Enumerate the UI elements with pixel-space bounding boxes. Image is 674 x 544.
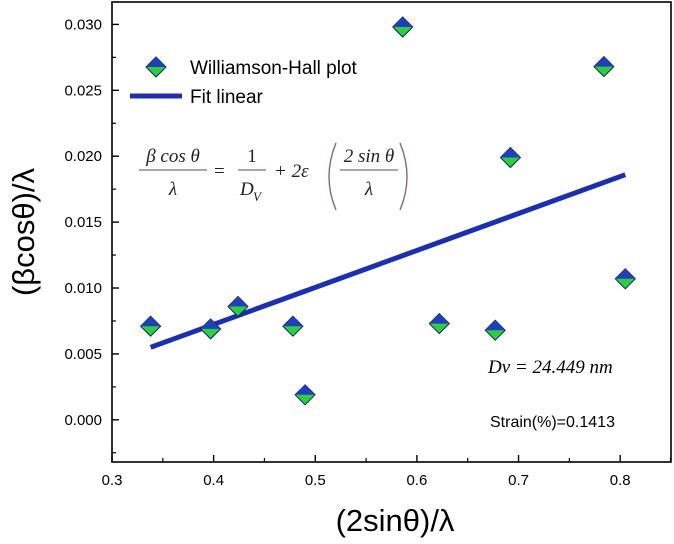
legend-marker-scatter [145,56,167,78]
data-point [484,319,506,341]
y-tick-label: 0.015 [64,214,102,231]
eq-frac3-bottom: λ [364,179,373,200]
legend-label-line: Fit linear [190,87,264,108]
x-axis: 0.3 0.4 0.5 0.6 0.7 0.8 [102,455,672,489]
y-tick-label: 0.020 [64,148,102,165]
eq-frac1-top: β cos θ [145,146,200,167]
y-tick-label: 0.010 [64,280,102,297]
x-axis-title: (2sinθ)/λ [336,503,455,538]
data-point [499,146,522,169]
eq-plus-epsilon: + 2ε [274,161,309,182]
y-tick-label: 0.000 [64,412,102,429]
wh-equation: β cos θ λ = 1 D V + 2ε 2 sin θ λ [139,142,408,211]
eq-frac3-top: 2 sin θ [344,146,395,167]
eq-right-paren [399,142,408,211]
data-point [391,16,414,38]
eq-frac2-bottom: D [239,179,254,200]
x-tick-label: 0.8 [610,472,631,489]
data-point [593,55,615,78]
data-point [227,295,249,318]
fit-line [149,172,627,350]
eq-frac1-bottom: λ [168,179,177,200]
data-point [139,315,162,337]
data-point [294,384,316,406]
scatter-points [139,16,637,406]
x-tick-label: 0.6 [406,472,427,489]
strain-annotation: Strain(%)=0.1413 [490,414,615,431]
y-tick-label: 0.030 [64,16,102,33]
data-point [282,315,304,337]
eq-equals: = [214,161,225,182]
x-tick-label: 0.5 [305,472,326,489]
y-axis-title: (βcosθ)/λ [6,167,41,296]
y-tick-label: 0.005 [64,346,102,363]
eq-left-paren [328,142,337,211]
y-tick-label: 0.025 [64,82,102,99]
y-axis: 0.000 0.005 0.010 0.015 0.020 0.025 0.030 [64,16,119,454]
eq-frac2-sub: V [253,189,263,204]
data-point [428,312,451,335]
data-point [614,268,637,290]
plot-frame [111,1,672,463]
x-tick-label: 0.4 [203,472,224,489]
legend: Williamson-Hall plot Fit linear [130,56,358,108]
dv-annotation: Dv = 24.449 nm [487,357,613,378]
fit-line-group [149,172,627,350]
eq-frac2-top: 1 [247,146,257,167]
x-tick-label: 0.7 [508,472,529,489]
x-tick-label: 0.3 [102,472,123,489]
legend-label-scatter: Williamson-Hall plot [190,58,358,79]
data-point [199,318,222,340]
